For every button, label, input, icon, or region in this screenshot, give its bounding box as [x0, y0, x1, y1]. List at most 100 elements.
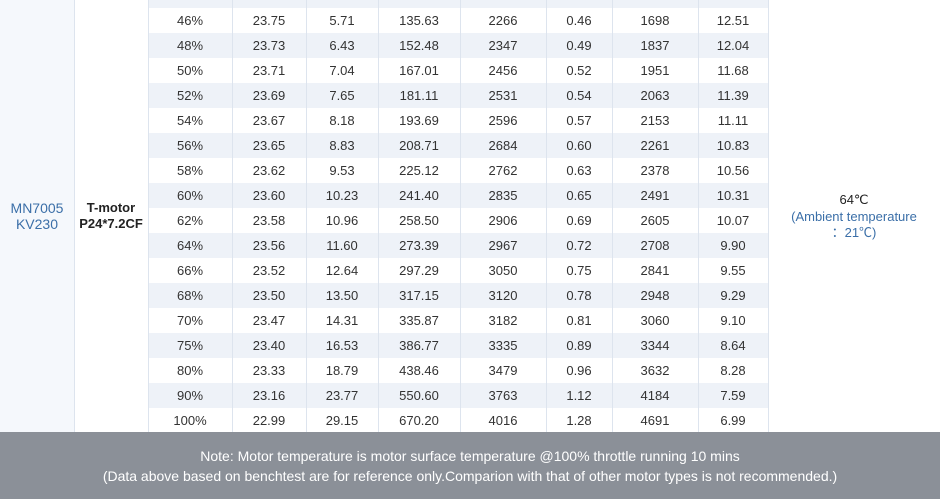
table-cell: 8.18 — [329, 113, 355, 128]
prop-line: P24*7.2CF — [79, 216, 143, 231]
table-cell: 23.69 — [252, 88, 286, 103]
column-divider — [460, 0, 461, 432]
table-cell: 0.78 — [566, 288, 592, 303]
table-cell: 4016 — [488, 413, 518, 428]
prop-cell: T-motor P24*7.2CF — [74, 0, 148, 432]
ambient-line: ：21℃) — [831, 224, 877, 240]
table-cell: 1698 — [640, 13, 670, 28]
table-cell: 193.69 — [399, 113, 439, 128]
row-background — [148, 0, 768, 8]
table-cell: 11.11 — [717, 113, 749, 128]
table-cell: 48% — [176, 38, 204, 53]
table-cell: 3344 — [640, 338, 670, 353]
table-cell: 2347 — [488, 38, 518, 53]
table-cell: 46% — [176, 13, 204, 28]
prop-line: T-motor — [86, 200, 136, 215]
table-cell: 6.43 — [329, 38, 355, 53]
table-cell: 386.77 — [399, 338, 439, 353]
table-cell: 3763 — [488, 388, 518, 403]
table-cell: 52% — [176, 88, 204, 103]
table-cell: 0.89 — [566, 338, 592, 353]
table-cell: 2708 — [640, 238, 670, 253]
table-cell: 23.75 — [252, 13, 286, 28]
table-cell: 181.11 — [399, 88, 439, 103]
temperature-cell: 64℃ (Ambient temperature ：21℃) — [768, 0, 940, 432]
row-background — [148, 408, 768, 433]
table-cell: 68% — [176, 288, 204, 303]
table-cell: 438.46 — [399, 363, 439, 378]
table-cell: 3182 — [488, 313, 518, 328]
table-cell: 152.48 — [399, 38, 439, 53]
table-cell: 0.96 — [566, 363, 592, 378]
table-cell: 2456 — [488, 63, 518, 78]
table-cell: 10.31 — [716, 188, 750, 203]
table-cell: 10.56 — [716, 163, 750, 178]
table-cell: 23.16 — [252, 388, 286, 403]
row-background — [148, 108, 768, 133]
table-cell: 4691 — [640, 413, 670, 428]
table-cell: 7.65 — [329, 88, 355, 103]
row-background — [148, 308, 768, 333]
motor-cell: MN7005 KV230 — [0, 0, 74, 432]
table-cell: 3479 — [488, 363, 518, 378]
table-cell: 2762 — [488, 163, 518, 178]
table-cell: 2841 — [640, 263, 670, 278]
table-cell: 0.72 — [566, 238, 592, 253]
table-cell: 90% — [176, 388, 204, 403]
footer: Note: Motor temperature is motor surface… — [0, 432, 940, 499]
table-cell: 297.29 — [399, 263, 439, 278]
table-cell: 29.15 — [325, 413, 359, 428]
row-background — [148, 208, 768, 233]
table-cell: 3060 — [640, 313, 670, 328]
table-cell: 208.71 — [399, 138, 439, 153]
table-cell: 258.50 — [399, 213, 439, 228]
table-cell: 80% — [176, 363, 204, 378]
table-cell: 241.40 — [399, 188, 439, 203]
column-divider — [306, 0, 307, 432]
column-divider — [378, 0, 379, 432]
table-cell: 2906 — [488, 213, 518, 228]
table-cell: 2266 — [488, 13, 518, 28]
table-cell: 11.39 — [717, 88, 749, 103]
table-cell: 7.04 — [329, 63, 355, 78]
table-cell: 11.60 — [326, 238, 358, 253]
table-cell: 0.57 — [566, 113, 592, 128]
table-cell: 13.50 — [325, 288, 359, 303]
table-cell: 2948 — [640, 288, 670, 303]
table-cell: 0.81 — [566, 313, 592, 328]
column-divider — [74, 0, 75, 432]
motor-line: MN7005 — [10, 200, 64, 216]
table-cell: 12.04 — [716, 38, 750, 53]
table-cell: 8.64 — [720, 338, 746, 353]
table-cell: 9.29 — [720, 288, 746, 303]
row-background — [148, 233, 768, 258]
table-cell: 23.40 — [252, 338, 286, 353]
row-background — [148, 383, 768, 408]
row-background — [148, 133, 768, 158]
table-cell: 1837 — [640, 38, 670, 53]
column-divider — [546, 0, 547, 432]
table-cell: 14.31 — [325, 313, 359, 328]
table-cell: 1.12 — [566, 388, 592, 403]
table-cell: 2378 — [640, 163, 670, 178]
row-background — [148, 333, 768, 358]
table-cell: 23.67 — [252, 113, 286, 128]
table-cell: 2063 — [640, 88, 670, 103]
table-cell: 9.10 — [720, 313, 746, 328]
row-background — [148, 33, 768, 58]
table-cell: 2684 — [488, 138, 518, 153]
motor-line: KV230 — [15, 216, 59, 232]
table-cell: 2596 — [488, 113, 518, 128]
table-cell: 9.53 — [329, 163, 355, 178]
table-cell: 135.63 — [399, 13, 439, 28]
table-cell: 54% — [176, 113, 204, 128]
table-cell: 16.53 — [325, 338, 359, 353]
table-cell: 23.71 — [252, 63, 286, 78]
table-cell: 0.54 — [566, 88, 592, 103]
table-cell: 335.87 — [399, 313, 439, 328]
table-cell: 23.33 — [252, 363, 286, 378]
table-cell: 273.39 — [399, 238, 439, 253]
table-cell: 0.65 — [566, 188, 592, 203]
row-background — [148, 258, 768, 283]
table-cell: 0.69 — [566, 213, 592, 228]
